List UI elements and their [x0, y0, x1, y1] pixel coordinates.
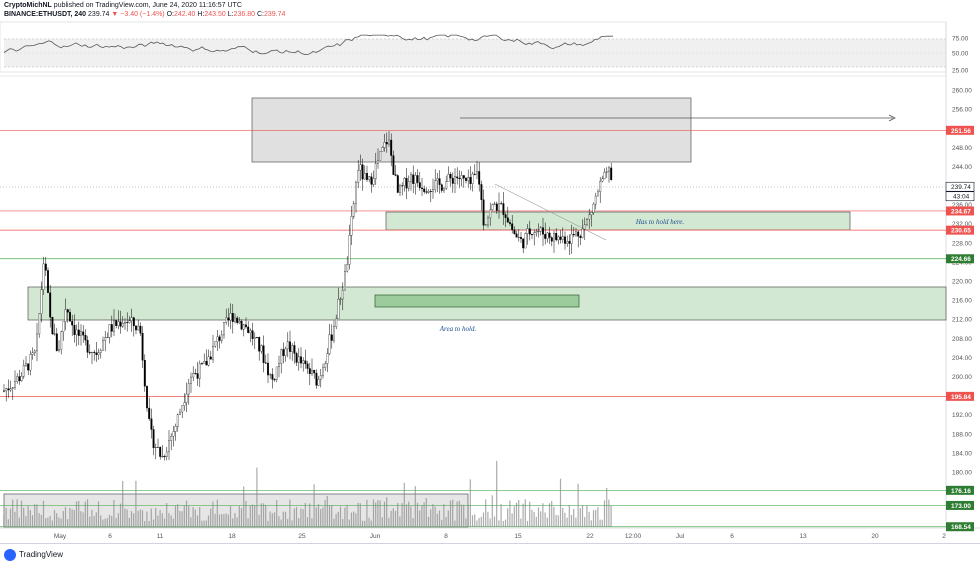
time-tick: 15: [514, 533, 522, 540]
level-tag-label: 168.54: [951, 524, 971, 531]
level-tag: [946, 485, 974, 495]
level-tag-label: 230.65: [951, 228, 971, 235]
price-tick: 236.00: [952, 202, 972, 209]
rsi-line: [3, 34, 613, 56]
time-tick: 25: [298, 533, 306, 540]
arrow-head-icon: [888, 114, 896, 122]
price-tick: 256.00: [952, 107, 972, 114]
rsi-axis[interactable]: 75.00 50.00 25.00: [952, 36, 969, 75]
price-change: ▼ −3.40 (−1.4%): [111, 11, 165, 18]
high-value: 243.50: [204, 11, 226, 18]
level-tag: [946, 206, 974, 216]
time-axis[interactable]: May 6 11 18 25 Jun 8 15 22 12:00 Jul 6 13 20 2: [54, 533, 946, 540]
time-tick: May: [54, 533, 67, 540]
price-tick: 200.00: [952, 374, 972, 381]
tradingview-logo-icon[interactable]: [4, 549, 16, 561]
level-tag-label: 195.84: [951, 394, 971, 401]
level-tag: [946, 500, 974, 510]
time-tick: 22: [586, 533, 594, 540]
price-tick: 220.00: [952, 279, 972, 286]
level-tag-label: 173.00: [951, 503, 971, 510]
close-value: 239.74: [263, 11, 286, 18]
time-tick: Jun: [370, 533, 381, 540]
footer: TradingView: [0, 543, 980, 564]
price-tick: 260.00: [952, 88, 972, 95]
symbol-name[interactable]: BINANCE:ETHUSDT, 240: [4, 11, 87, 18]
time-tick: 6: [108, 533, 112, 540]
volume-bars: [3, 460, 612, 527]
tradingview-brand[interactable]: TradingView: [19, 550, 64, 559]
time-tick: 18: [228, 533, 236, 540]
trendline[interactable]: [494, 183, 607, 241]
level-tag-label: 224.66: [951, 256, 971, 263]
price-tick: 184.00: [952, 450, 972, 457]
countdown-label: 43:04: [953, 194, 970, 201]
price-tick: 212.00: [952, 317, 972, 324]
price-tick: 192.00: [952, 412, 972, 419]
price-axis[interactable]: 260.00256.00252.00248.00244.00240.00236.…: [952, 88, 972, 477]
price-tick: 248.00: [952, 145, 972, 152]
volume-zone[interactable]: [3, 493, 469, 528]
high-label: H:: [197, 11, 205, 18]
countdown-tag: [945, 191, 975, 202]
rsi-tick: 50.00: [952, 51, 969, 58]
level-tag-label: 234.67: [951, 208, 971, 215]
symbol-legend: BINANCE:ETHUSDT, 240 239.74 ▼ −3.40 (−1.…: [4, 11, 285, 18]
level-tag: [946, 391, 974, 401]
price-tick: 208.00: [952, 336, 972, 343]
price-tick: 180.00: [952, 470, 972, 477]
current-price-label: 239.74: [951, 184, 971, 191]
close-label: C:: [256, 11, 264, 18]
candles: [3, 131, 613, 461]
rsi-tick: 75.00: [952, 36, 969, 43]
published-text: published on TradingView.com, June 24, 2…: [53, 2, 242, 9]
publish-info: CryptoMichNL published on TradingView.co…: [4, 2, 242, 9]
inner-support-box[interactable]: [374, 294, 580, 308]
low-label: L:: [227, 11, 234, 18]
area-hold-annotation[interactable]: Area to hold.: [439, 325, 477, 333]
open-value: 242.40: [174, 11, 196, 18]
open-label: O:: [166, 11, 174, 18]
hold-zone[interactable]: [385, 211, 851, 231]
level-tag: [946, 522, 974, 532]
last-price: 239.74: [88, 11, 110, 18]
price-tick: 188.00: [952, 431, 972, 438]
rsi-tick: 25.00: [952, 68, 969, 75]
time-tick: 8: [444, 533, 448, 540]
level-tag-label: 251.56: [951, 128, 971, 135]
hold-here-annotation[interactable]: Has to hold here.: [635, 218, 685, 226]
level-tag: [946, 225, 974, 235]
low-value: 236.80: [233, 11, 256, 18]
price-tick: 244.00: [952, 164, 972, 171]
level-tag: [946, 254, 974, 264]
price-tick: 204.00: [952, 355, 972, 362]
time-tick: 6: [730, 533, 734, 540]
price-tick: 228.00: [952, 240, 972, 247]
publisher-name: CryptoMichNL: [4, 2, 52, 9]
time-tick: 20: [871, 533, 879, 540]
level-tag-label: 176.16: [951, 488, 971, 495]
time-tick: 11: [157, 533, 164, 540]
time-tick: Jul: [676, 533, 685, 540]
price-tick: 216.00: [952, 298, 972, 305]
time-tick: 13: [799, 533, 807, 540]
time-tick: 12:00: [625, 533, 642, 540]
level-tag: [946, 125, 974, 135]
time-tick: 2: [942, 533, 946, 540]
price-tick: 232.00: [952, 221, 972, 228]
